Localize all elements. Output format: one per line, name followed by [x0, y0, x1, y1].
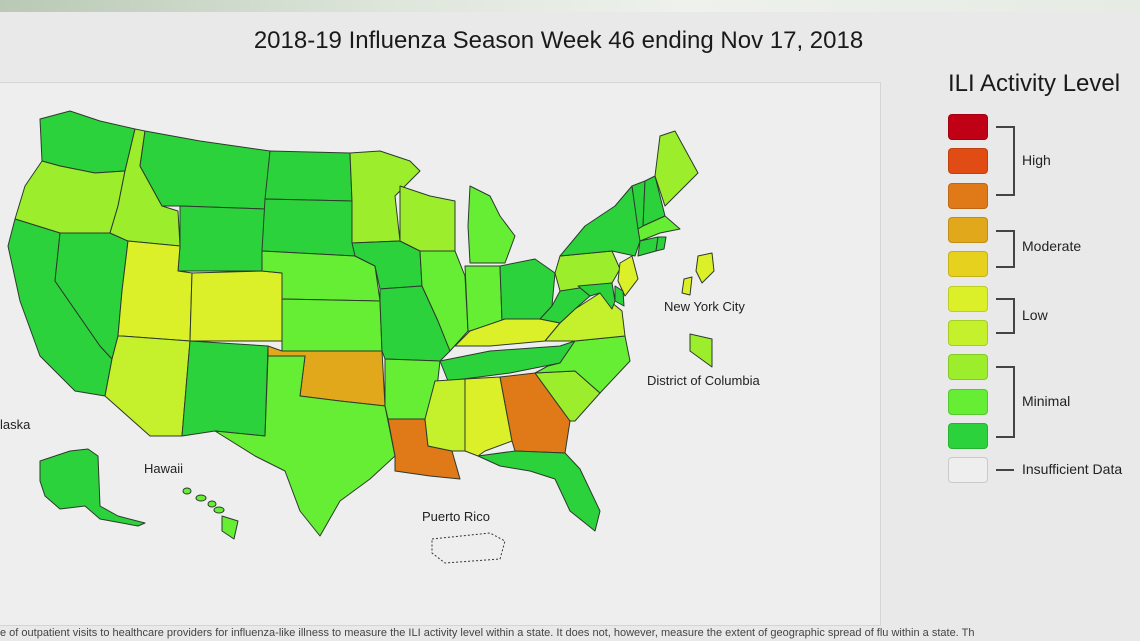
- legend-bracket-low: [996, 298, 1015, 334]
- legend-swatch-level-8: [948, 183, 988, 209]
- region-NYC[interactable]: [681, 252, 715, 296]
- state-MT[interactable]: [139, 130, 271, 210]
- state-TX[interactable]: [214, 355, 396, 537]
- state-NM[interactable]: [181, 340, 269, 437]
- map-title: 2018-19 Influenza Season Week 46 ending …: [253, 27, 864, 54]
- state-KS[interactable]: [281, 298, 383, 352]
- label-alaska: laska: [0, 417, 31, 432]
- legend-label-minimal: Minimal: [1022, 393, 1071, 409]
- label-puerto-rico: Puerto Rico: [422, 509, 490, 524]
- state-MD[interactable]: [577, 282, 616, 310]
- legend-swatch-level-10: [948, 114, 988, 140]
- state-FL[interactable]: [477, 450, 601, 532]
- state-WI[interactable]: [399, 185, 456, 252]
- legend-swatch-level-5: [948, 286, 988, 312]
- label-district-of-columbia: District of Columbia: [647, 373, 760, 388]
- legend-bracket-high: [996, 126, 1015, 196]
- state-WY[interactable]: [177, 205, 266, 272]
- state-OR[interactable]: [14, 160, 126, 234]
- legend-swatch-level-6: [948, 251, 988, 277]
- state-AK[interactable]: [39, 448, 146, 527]
- legend-label-moderate: Moderate: [1022, 238, 1082, 254]
- map-panel: laska Hawaii Puerto Rico New York City D…: [0, 82, 881, 626]
- legend-title: ILI Activity Level: [948, 70, 1121, 97]
- us-map: [7, 110, 715, 564]
- state-WA[interactable]: [39, 110, 136, 174]
- legend-swatch-insufficient: [948, 457, 988, 483]
- legend-label-high: High: [1022, 152, 1051, 168]
- legend-swatch-level-4: [948, 320, 988, 346]
- state-NJ[interactable]: [617, 255, 639, 297]
- state-MI[interactable]: [467, 185, 516, 264]
- legend-swatch-level-2: [948, 389, 988, 415]
- legend-swatch-level-3: [948, 354, 988, 380]
- state-MN[interactable]: [349, 150, 421, 244]
- footnote-text: e of outpatient visits to healthcare pro…: [0, 627, 975, 639]
- state-NY[interactable]: [559, 185, 641, 257]
- label-new-york-city: New York City: [664, 299, 745, 314]
- legend-bracket-moderate: [996, 230, 1015, 268]
- state-DE[interactable]: [614, 285, 625, 307]
- state-IN[interactable]: [464, 265, 503, 332]
- legend-swatch-level-9: [948, 148, 988, 174]
- legend-insufficient-connector: [996, 469, 1014, 471]
- state-ME[interactable]: [654, 130, 699, 207]
- legend-label-insufficient: Insufficient Data: [1022, 461, 1123, 477]
- legend-bracket-minimal: [996, 366, 1015, 438]
- state-CO[interactable]: [189, 270, 283, 342]
- state-AZ[interactable]: [104, 335, 191, 437]
- region-DC[interactable]: [689, 333, 713, 368]
- legend-swatch-level-1: [948, 423, 988, 449]
- label-hawaii: Hawaii: [144, 461, 184, 476]
- region-PR[interactable]: [431, 532, 506, 564]
- state-ND[interactable]: [264, 150, 353, 202]
- state-IL[interactable]: [419, 250, 469, 352]
- state-HI[interactable]: [182, 487, 239, 540]
- legend-swatch-level-7: [948, 217, 988, 243]
- legend-label-low: Low: [1022, 307, 1048, 323]
- state-RI[interactable]: [655, 236, 667, 252]
- top-banner-strip: [0, 0, 1140, 12]
- state-SD[interactable]: [261, 198, 356, 257]
